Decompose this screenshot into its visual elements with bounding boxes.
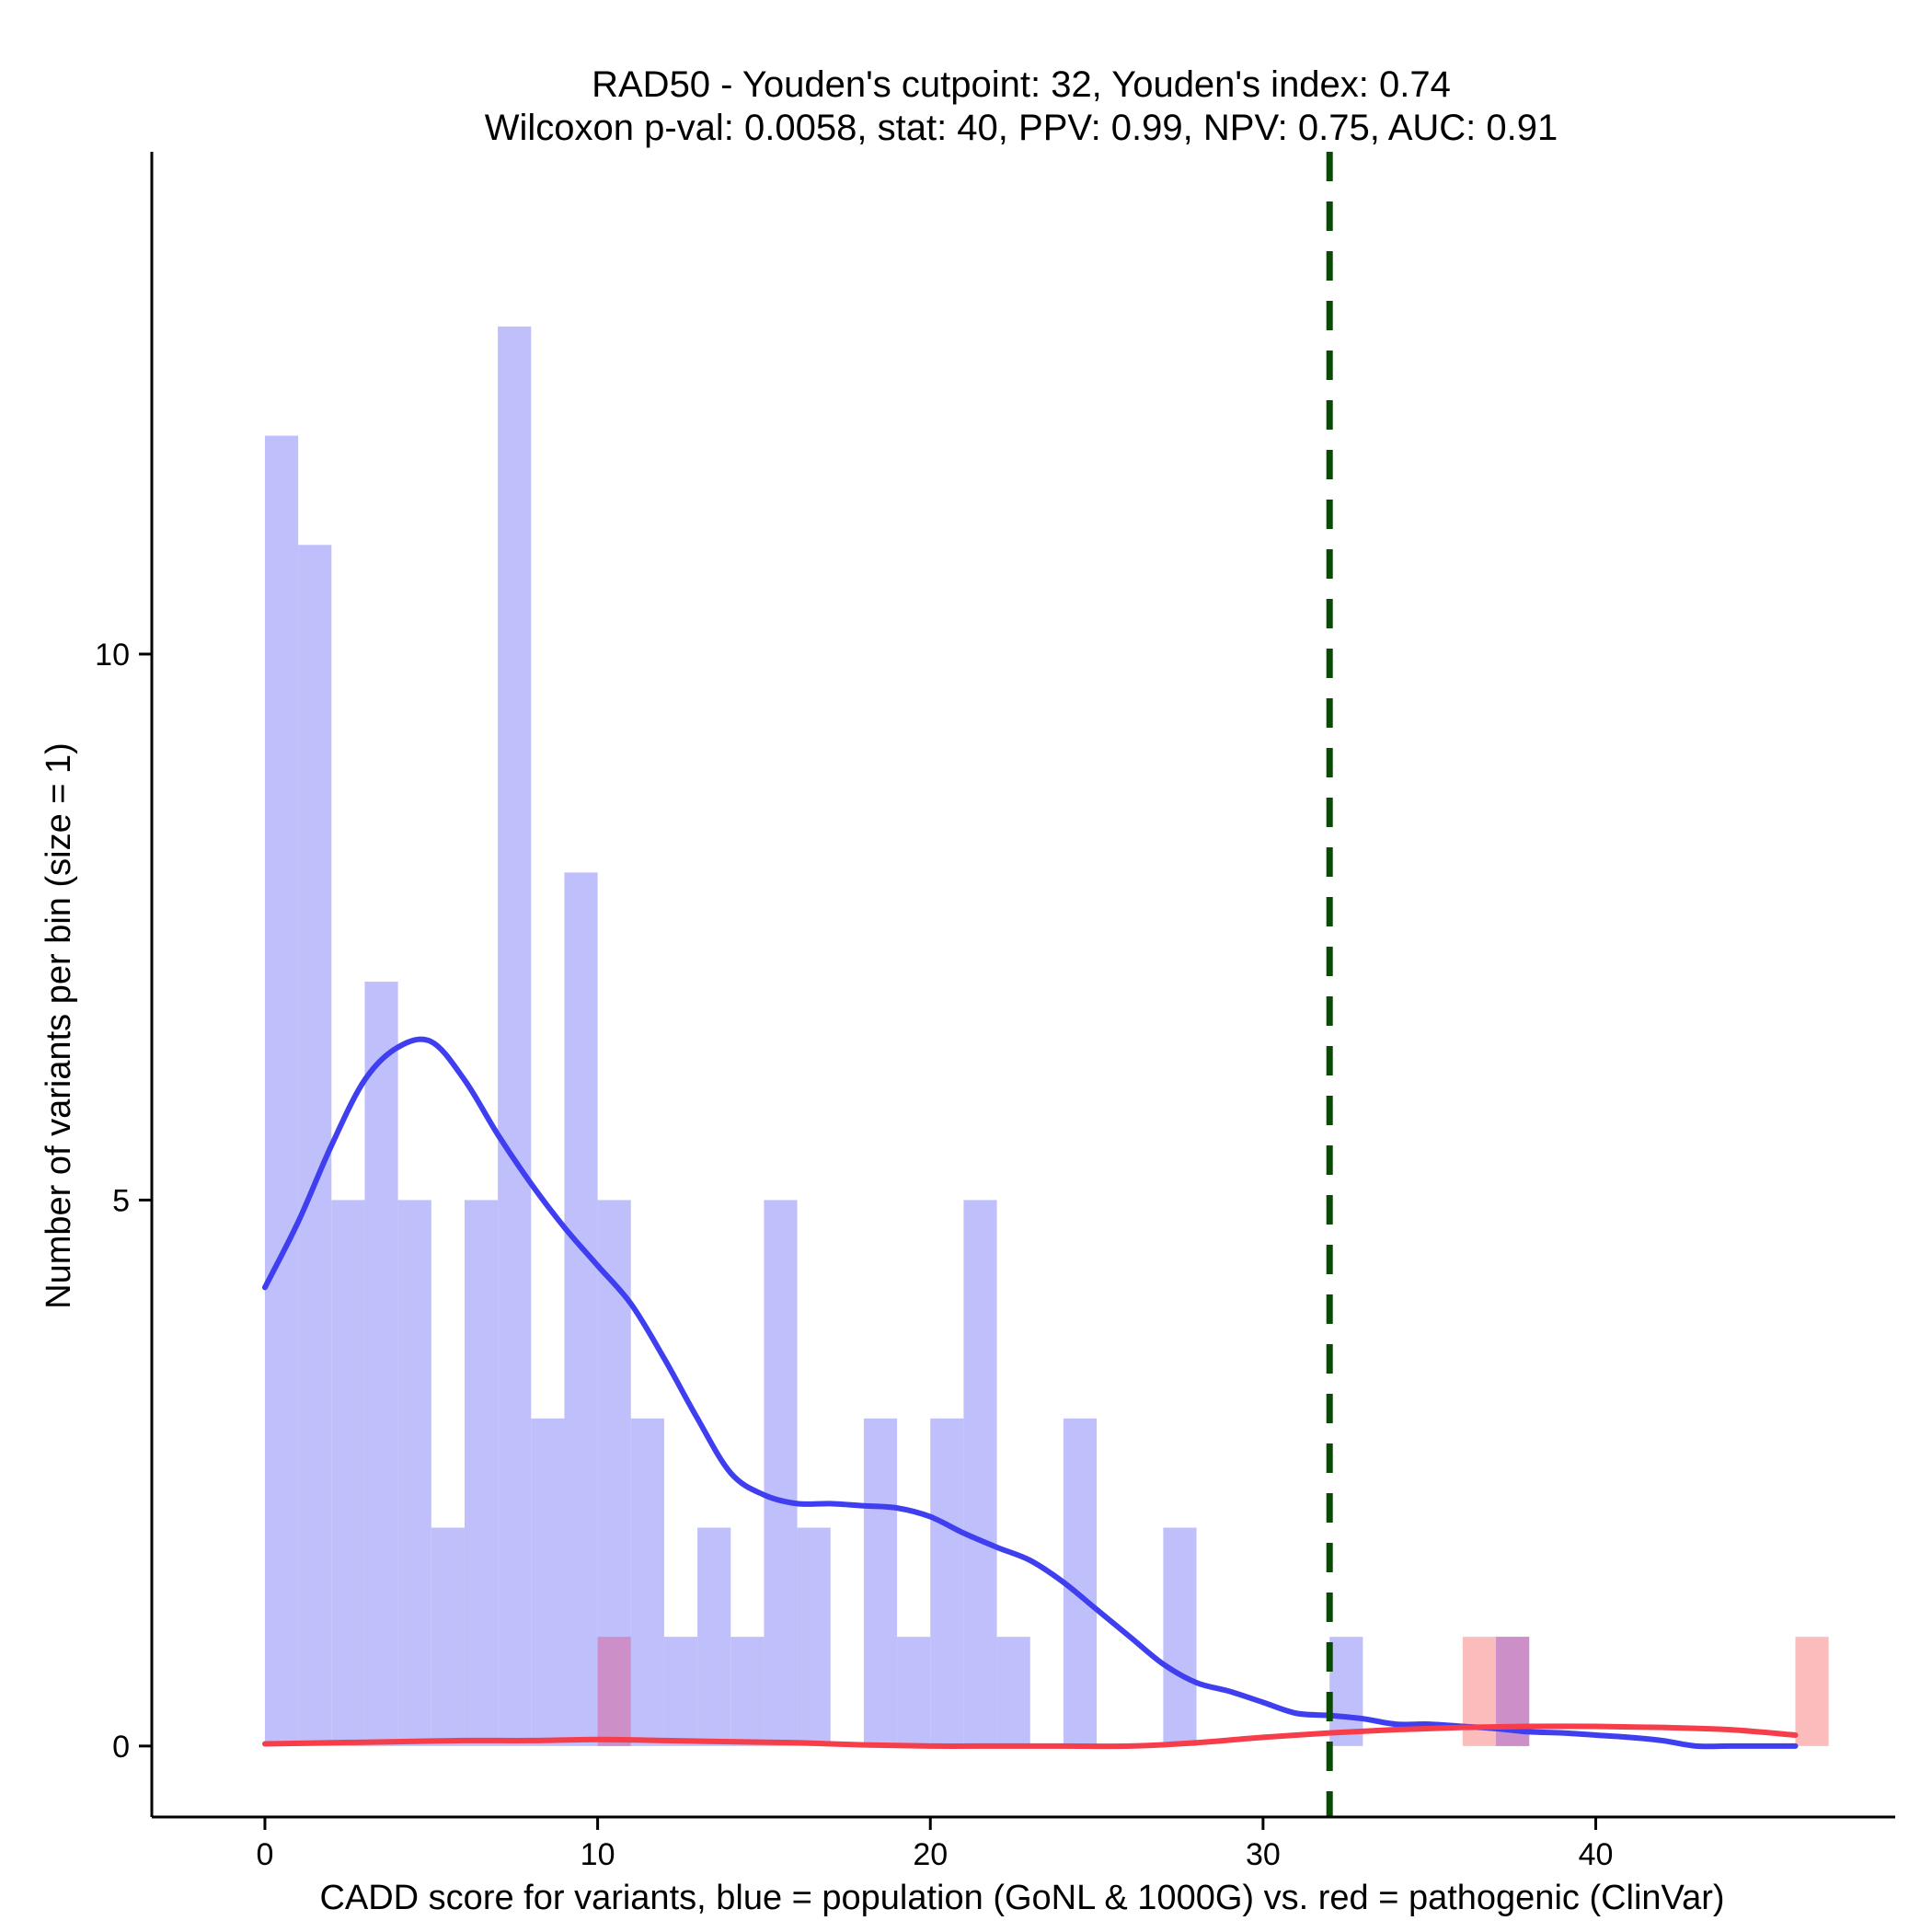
population-bar [963, 1200, 997, 1746]
population-bar [930, 1418, 964, 1746]
population-bar [1163, 1527, 1197, 1746]
y-axis-label: Number of variants per bin (size = 1) [40, 742, 78, 1309]
population-bar [797, 1527, 831, 1746]
population-bar [764, 1200, 798, 1746]
population-bar [531, 1418, 565, 1746]
population-bar [630, 1418, 664, 1746]
x-tick-label: 30 [1246, 1837, 1281, 1872]
population-bar [564, 872, 598, 1746]
x-tick-label: 0 [256, 1837, 273, 1872]
population-bar [498, 326, 532, 1746]
population-bar [697, 1527, 731, 1746]
chart-title-line2: Wilcoxon p-val: 0.0058, stat: 40, PPV: 0… [485, 108, 1558, 148]
x-tick-label: 40 [1579, 1837, 1614, 1872]
population-bar [863, 1418, 898, 1746]
population-bar [1063, 1418, 1098, 1746]
axes: 0 10 20 30 40 0 5 10 [95, 152, 1895, 1872]
population-bar [663, 1637, 698, 1746]
y-tick-label: 0 [112, 1730, 130, 1765]
population-bar [730, 1637, 765, 1746]
population-bar [298, 545, 332, 1746]
x-axis-label: CADD score for variants, blue = populati… [319, 1879, 1724, 1917]
density-lines [261, 1036, 1799, 1750]
population-bar [397, 1200, 431, 1746]
population-bar [897, 1637, 931, 1746]
population-bar [431, 1527, 465, 1746]
chart-title-line1: RAD50 - Youden's cutpoint: 32, Youden's … [592, 64, 1451, 105]
population-bar [464, 1200, 499, 1746]
population-bar [996, 1637, 1030, 1746]
population-bar [1329, 1637, 1363, 1746]
y-tick-label: 10 [95, 638, 130, 673]
pathogenic-bar [597, 1637, 631, 1746]
population-bar [331, 1200, 365, 1746]
population-bar [264, 435, 299, 1746]
x-tick-label: 20 [913, 1837, 948, 1872]
pathogenic-bar [1795, 1637, 1829, 1746]
x-tick-label: 10 [581, 1837, 615, 1872]
population-bar [364, 982, 398, 1746]
histogram-bars [264, 326, 1829, 1746]
y-tick-label: 5 [112, 1183, 130, 1218]
pathogenic-density-line [261, 1723, 1799, 1750]
population-density-line [261, 1036, 1799, 1750]
